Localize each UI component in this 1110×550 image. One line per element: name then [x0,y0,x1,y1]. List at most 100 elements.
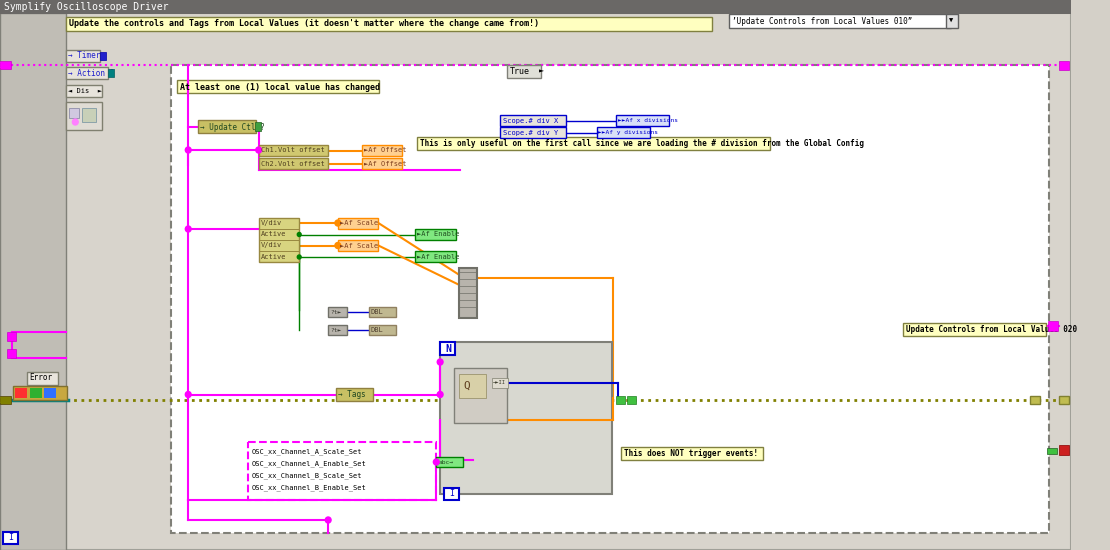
Bar [1048,321,1058,331]
Text: At least one (1) local value has changed: At least one (1) local value has changed [180,82,380,91]
Bar [65,102,102,130]
Text: ►Af Enable: ►Af Enable [417,254,460,260]
Bar [82,108,95,122]
Bar [259,218,300,262]
Text: N: N [445,344,451,354]
Bar [337,240,379,251]
Bar [7,349,17,358]
Bar [369,325,396,335]
Text: Ch2.Volt offset: Ch2.Volt offset [261,161,324,167]
Bar [369,307,396,317]
Bar [0,396,11,404]
Bar [198,120,255,133]
Text: Symplify Oscilloscope Driver: Symplify Oscilloscope Driver [3,2,169,12]
Bar [460,268,477,318]
Text: OSC_xx_Channel_B_Enable_Set: OSC_xx_Channel_B_Enable_Set [252,485,366,491]
Text: DBL: DBL [371,309,383,315]
Bar [70,108,79,118]
Circle shape [335,243,341,249]
Text: ►Af Enable: ►Af Enable [417,232,460,238]
Bar [1059,396,1069,404]
Circle shape [297,233,301,236]
Text: → Update Ctls?: → Update Ctls? [200,123,264,131]
Bar [441,342,612,494]
Bar [65,50,100,62]
Circle shape [297,255,301,259]
Bar [454,368,507,423]
Text: ►Af Scale: ►Af Scale [340,220,379,226]
Bar [1030,396,1040,404]
Bar [3,532,19,544]
Circle shape [437,359,443,365]
Bar [65,85,102,97]
Text: I: I [450,490,454,498]
Bar [460,374,486,398]
Text: ▼: ▼ [949,18,953,24]
Bar [1059,61,1069,70]
Text: → Action Q: → Action Q [68,69,114,78]
Bar [65,17,713,31]
Bar [329,325,347,335]
Bar [0,13,65,550]
Text: I: I [8,534,13,542]
Bar [415,251,455,262]
Circle shape [433,459,440,465]
Bar [415,229,455,240]
Bar [500,115,566,126]
Bar [171,65,1049,533]
Text: ?t►: ?t► [330,310,342,315]
Bar [441,342,455,355]
Circle shape [185,226,191,232]
Text: ’Update Controls from Local Values 010”: ’Update Controls from Local Values 010” [731,16,912,25]
Text: → Timer: → Timer [68,52,100,60]
Circle shape [325,517,331,523]
Text: Active: Active [261,254,286,260]
Bar [492,378,507,388]
Text: ◄ Dis  ►: ◄ Dis ► [68,88,102,94]
Text: Scope.# div Y: Scope.# div Y [503,129,558,135]
Text: ▷: ▷ [0,395,7,405]
Bar [729,14,951,28]
Text: → Tags: → Tags [337,390,365,399]
Bar [259,158,329,169]
Text: V/div: V/div [261,243,282,249]
Bar [255,122,261,131]
Text: ►Af Scale: ►Af Scale [340,243,379,249]
Circle shape [72,119,78,125]
Text: ►►Af y divisions: ►►Af y divisions [598,130,658,135]
Bar [336,388,373,401]
Bar [417,137,770,150]
Text: Q: Q [463,381,470,391]
Bar [108,69,114,77]
Text: ?t►: ?t► [330,327,342,333]
Text: ►: ► [538,67,544,75]
Text: True: True [509,67,529,75]
Bar [259,145,329,156]
Text: This is only useful on the first call since we are loading the # division from t: This is only useful on the first call si… [420,139,864,148]
Text: Error: Error [29,373,52,382]
Circle shape [335,220,341,226]
Text: →►II: →►II [493,381,506,386]
Text: Active: Active [261,232,286,238]
Circle shape [437,392,443,398]
Bar [904,323,1047,336]
Bar [27,372,58,385]
Bar [1059,445,1069,455]
Bar [100,52,107,60]
Bar [7,332,17,341]
Text: This does NOT trigger events!: This does NOT trigger events! [624,449,758,458]
Bar [337,218,379,229]
Bar [596,127,649,138]
Bar [65,67,108,79]
Bar [436,457,463,467]
Circle shape [255,147,262,153]
Text: OSC_xx_Channel_B_Scale_Set: OSC_xx_Channel_B_Scale_Set [252,472,363,479]
Bar [329,307,347,317]
Circle shape [185,392,191,398]
Text: OSC_xx_Channel_A_Enable_Set: OSC_xx_Channel_A_Enable_Set [252,461,366,468]
Bar [444,488,460,500]
Bar [507,65,542,78]
Text: Ch1.Volt offset: Ch1.Volt offset [261,147,324,153]
Bar [248,442,436,500]
Text: Update the controls and Tags from Local Values (it doesn't matter where the chan: Update the controls and Tags from Local … [70,19,539,29]
